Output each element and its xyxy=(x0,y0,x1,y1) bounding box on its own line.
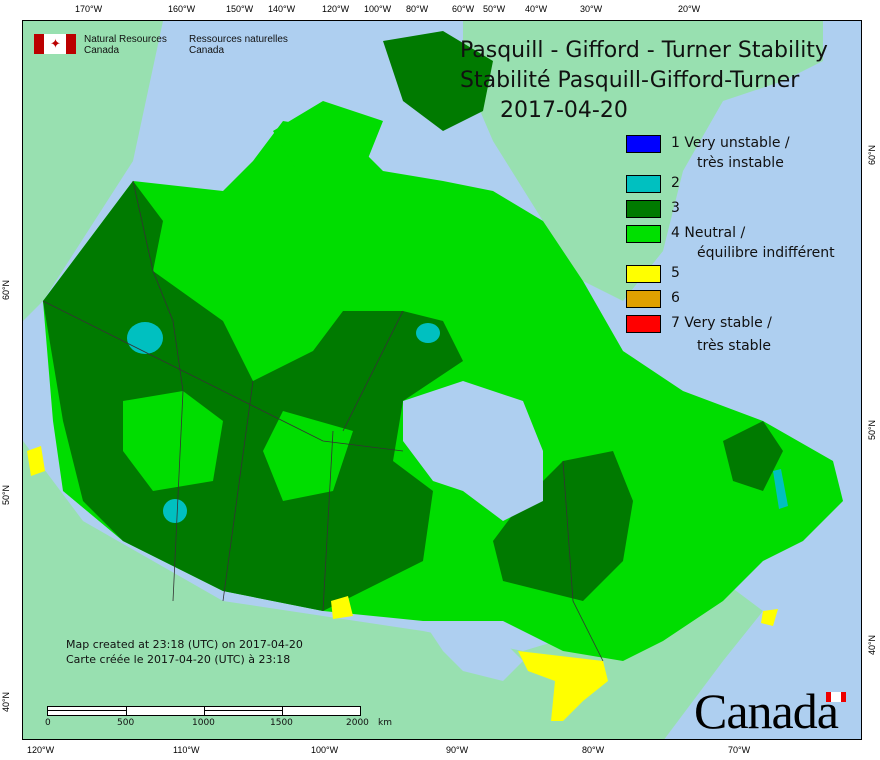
bottom-tick: 110°W xyxy=(173,745,200,755)
region-class4-patch xyxy=(123,391,223,491)
bottom-tick: 120°W xyxy=(27,745,55,755)
left-tick: 50°N xyxy=(1,484,12,506)
top-tick: 140°W xyxy=(268,4,296,14)
left-tick: 60°N xyxy=(1,279,12,301)
map-date: 2017-04-20 xyxy=(500,98,628,123)
title-en: Pasquill - Gifford - Turner Stability xyxy=(460,38,828,63)
top-tick: 40°W xyxy=(525,4,548,14)
region-class2 xyxy=(163,499,187,523)
region-class2 xyxy=(127,322,163,354)
top-tick: 170°W xyxy=(75,4,103,14)
agency-fr-1: Ressources naturelles xyxy=(189,34,288,45)
region-class5 xyxy=(331,596,353,619)
bottom-tick: 100°W xyxy=(311,745,339,755)
region-class2 xyxy=(416,323,440,343)
legend-swatch xyxy=(626,315,661,333)
water-great-lakes xyxy=(423,621,523,681)
right-tick: 50°N xyxy=(867,419,878,441)
bottom-tick: 80°W xyxy=(582,745,605,755)
title-fr: Stabilité Pasquill-Gifford-Turner xyxy=(460,68,800,93)
bottom-tick: 90°W xyxy=(446,745,469,755)
land-greenland xyxy=(463,21,823,301)
agency-fr-2: Canada xyxy=(189,45,225,56)
bottom-tick: 70°W xyxy=(728,745,751,755)
map-canvas xyxy=(23,21,843,739)
legend-swatch xyxy=(626,290,661,308)
agency-en-1: Natural Resources xyxy=(84,34,167,45)
region-class3-west xyxy=(43,181,463,611)
map-frame: ✦ Natural Resources Canada Ressources na… xyxy=(22,20,862,740)
legend-swatch xyxy=(626,135,661,153)
region-class2 xyxy=(773,469,788,509)
region-arctic-class3 xyxy=(383,31,493,131)
province-borders xyxy=(42,180,604,662)
scale-label: 2000 xyxy=(346,718,369,728)
wordmark-flag-icon xyxy=(826,692,846,702)
legend-swatch xyxy=(626,265,661,283)
top-tick: 80°W xyxy=(406,4,429,14)
region-class3-labrador xyxy=(723,421,783,491)
top-tick: 30°W xyxy=(580,4,603,14)
agency-en-2: Canada xyxy=(84,45,120,56)
credit-fr: Carte créée le 2017-04-20 (UTC) à 23:18 xyxy=(66,653,291,666)
canada-wordmark: Canada xyxy=(694,683,839,739)
legend-swatch xyxy=(626,225,661,243)
top-tick: 100°W xyxy=(364,4,392,14)
region-arctic-class4 xyxy=(273,101,383,181)
top-tick: 120°W xyxy=(322,4,350,14)
left-tick: 40°N xyxy=(1,691,12,713)
water-hudson-bay xyxy=(403,381,543,521)
legend-swatch xyxy=(626,175,661,193)
top-tick: 50°W xyxy=(483,4,506,14)
scale-label: 500 xyxy=(117,718,135,728)
scale-label: 1000 xyxy=(192,718,215,728)
region-class5-bc xyxy=(27,446,45,476)
credit-en: Map created at 23:18 (UTC) on 2017-04-20 xyxy=(66,638,303,651)
canada-flag-icon: ✦ xyxy=(34,34,76,54)
top-tick: 60°W xyxy=(452,4,475,14)
scale-unit: km xyxy=(378,718,392,728)
region-class3-quebec xyxy=(493,451,633,601)
scale-label: 1500 xyxy=(270,718,293,728)
top-tick: 160°W xyxy=(168,4,196,14)
right-tick: 60°N xyxy=(867,144,878,166)
right-tick: 40°N xyxy=(867,634,878,656)
scale-bar xyxy=(47,706,361,716)
land-alaska xyxy=(23,21,163,321)
top-tick: 150°W xyxy=(226,4,254,14)
top-tick: 20°W xyxy=(678,4,701,14)
legend-swatch xyxy=(626,200,661,218)
scale-label: 0 xyxy=(45,718,51,728)
region-class5 xyxy=(761,609,778,626)
region-class5-ontario xyxy=(518,651,608,721)
